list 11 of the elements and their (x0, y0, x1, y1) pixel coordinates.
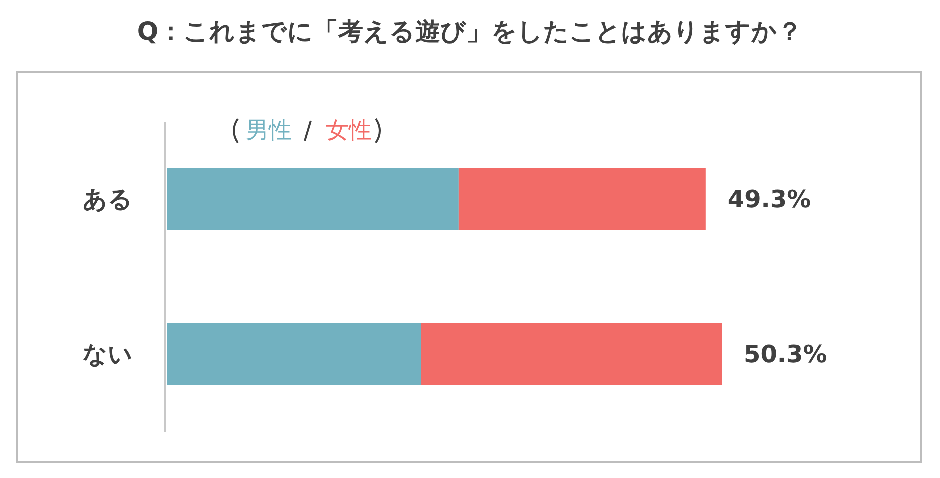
series-label: 男性 (246, 118, 292, 144)
y-tick-label: ある (83, 186, 133, 214)
bar (167, 168, 459, 230)
text: 女性 (326, 118, 372, 144)
bar (421, 324, 722, 386)
chart-title: Q：これまでに「考える遊び」をしたことはありますか？ (137, 17, 803, 46)
y-tick-label: ない (83, 340, 133, 368)
bar (458, 168, 706, 230)
text: 49.3% (728, 186, 812, 214)
bar (167, 324, 422, 386)
text: 50.3% (744, 340, 828, 368)
